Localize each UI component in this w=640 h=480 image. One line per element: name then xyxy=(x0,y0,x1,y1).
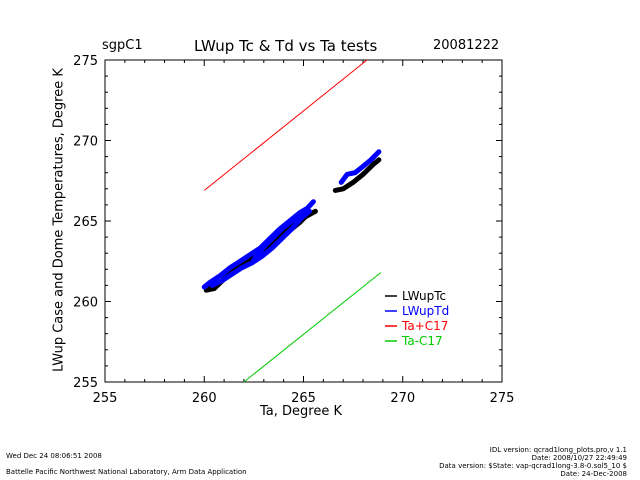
y-tick-label: 255 xyxy=(73,376,98,391)
legend-label: Ta+C17 xyxy=(401,319,448,333)
date-label: 20081222 xyxy=(433,38,500,53)
data-point-lwuptd xyxy=(360,164,366,169)
site-label: sgpC1 xyxy=(102,38,143,53)
data-point-lwuptd xyxy=(219,278,225,283)
data-point-lwuptd xyxy=(289,226,294,232)
data-point-lwuptd xyxy=(259,254,265,259)
data-point-lwuptd xyxy=(368,157,374,163)
data-point-lwuptc xyxy=(360,172,366,177)
series-line-ta-c17 xyxy=(243,272,382,383)
footer-idl-version: IDL version: qcrad1long_plots.pro,v 1.1 xyxy=(489,446,627,454)
data-point-lwuptd xyxy=(271,234,276,240)
data-point-lwuptd xyxy=(237,259,243,264)
data-point-lwuptd xyxy=(301,210,306,216)
data-point-lwuptc xyxy=(313,209,318,214)
data-point-lwuptd xyxy=(281,225,286,230)
data-point-lwuptc xyxy=(350,180,356,185)
data-point-lwuptd xyxy=(247,252,253,258)
y-tick-label: 265 xyxy=(73,215,98,230)
data-point-lwuptd xyxy=(217,273,223,278)
footer-organization: Battelle Pacific Northwest National Labo… xyxy=(6,468,247,476)
data-point-lwuptc xyxy=(333,188,338,193)
chart-title: LWup Tc & Td vs Ta tests xyxy=(194,37,378,55)
y-tick-label: 270 xyxy=(73,135,98,150)
data-point-lwuptd xyxy=(229,271,235,277)
data-point-lwuptd xyxy=(227,265,233,270)
data-point-lwuptd xyxy=(251,257,257,262)
footer-data-version: Data version: $State: vap-qcrad1long-3.8… xyxy=(439,462,627,470)
data-point-lwuptd xyxy=(339,180,344,185)
series-line-ta-c17 xyxy=(203,59,368,191)
data-point-lwuptd xyxy=(279,236,284,241)
legend-label: LWupTd xyxy=(402,304,449,318)
data-point-lwuptd xyxy=(239,265,245,270)
x-tick-label: 270 xyxy=(390,391,415,406)
y-axis-label: LWup Case and Dome Temperatures, Degree … xyxy=(51,68,67,372)
data-point-lwuptc xyxy=(341,186,346,191)
data-point-lwuptc xyxy=(370,162,376,167)
data-point-lwuptd xyxy=(269,246,274,251)
x-tick-label: 255 xyxy=(93,391,118,406)
data-point-lwuptd xyxy=(209,283,215,288)
data-point-lwuptd xyxy=(261,244,266,249)
x-tick-label: 275 xyxy=(490,391,515,406)
data-point-lwuptd xyxy=(352,170,358,175)
footer-data-date: Date: 24-Dec-2008 xyxy=(560,470,627,478)
y-tick-label: 275 xyxy=(73,54,98,69)
x-tick-label: 265 xyxy=(291,391,316,406)
data-point-lwuptd xyxy=(376,149,382,154)
y-tick-label: 260 xyxy=(73,296,98,311)
legend-label: LWupTc xyxy=(402,289,446,303)
legend-label: Ta-C17 xyxy=(401,334,443,348)
x-axis-label: Ta, Degree K xyxy=(260,404,342,419)
data-point-lwuptd xyxy=(307,209,312,214)
data-point-lwuptd xyxy=(344,172,350,177)
data-point-lwuptd xyxy=(202,284,207,290)
footer-idl-date: Date: 2008/10/27 22:49:49 xyxy=(531,454,627,462)
x-tick-label: 260 xyxy=(192,391,217,406)
data-point-lwuptd xyxy=(291,217,296,222)
data-point-lwuptc xyxy=(376,157,382,163)
footer-timestamp: Wed Dec 24 08:06:51 2008 xyxy=(6,452,102,460)
data-point-lwuptd xyxy=(311,199,316,204)
